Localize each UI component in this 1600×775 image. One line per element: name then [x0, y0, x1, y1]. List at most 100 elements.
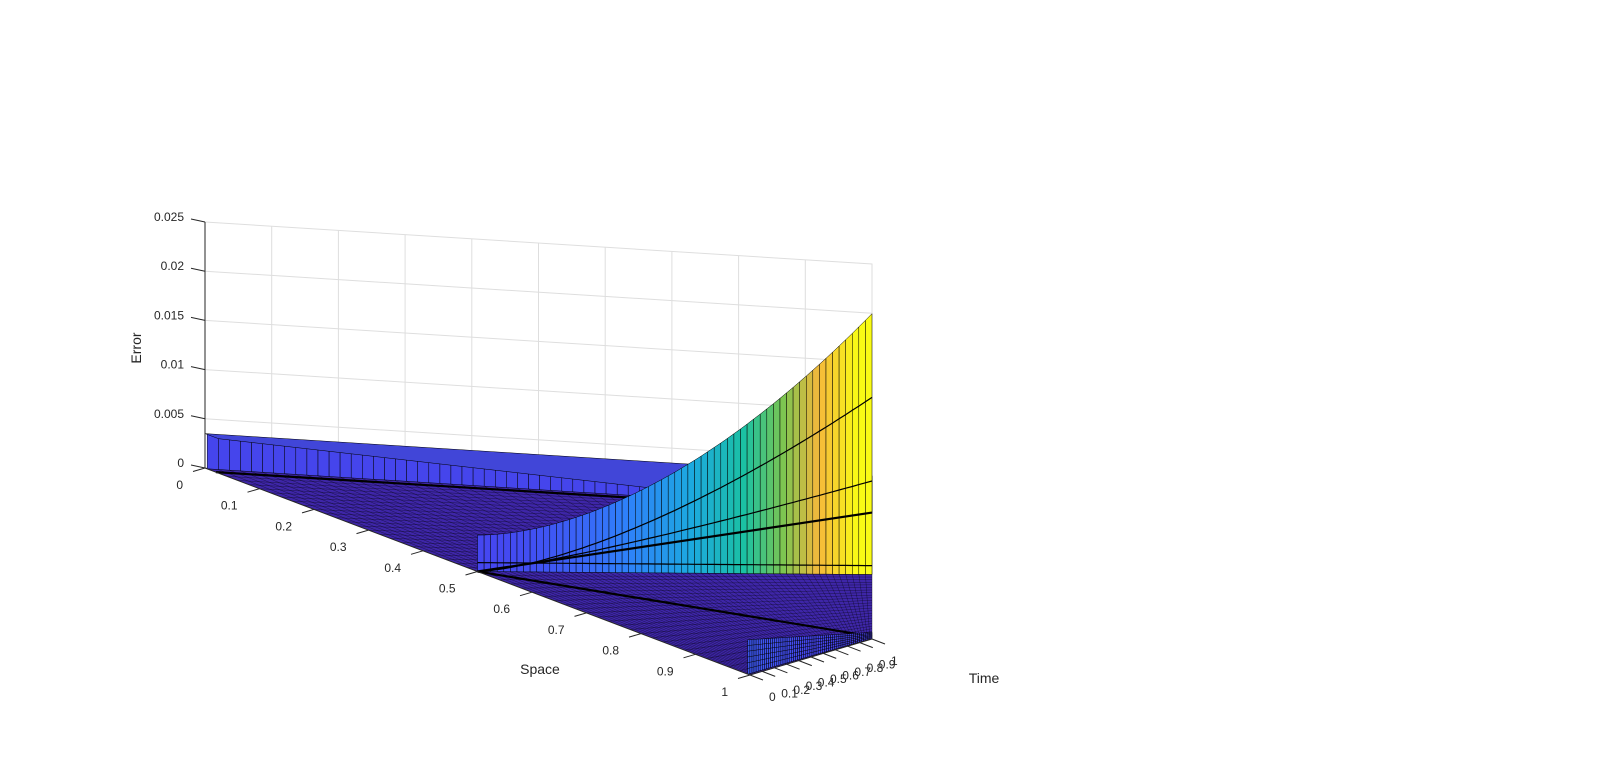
- wedge-quad: [477, 534, 485, 572]
- space-tick: [683, 653, 696, 659]
- time-tick-label: 0.6: [842, 668, 859, 682]
- mesh-line: [553, 592, 873, 601]
- wedge-quad: [661, 475, 669, 574]
- z-axis-label: Error: [128, 332, 144, 363]
- mesh-line: [673, 620, 873, 647]
- wedge-quad: [727, 433, 735, 574]
- wedge-quad: [720, 437, 728, 574]
- space-tick-label: 0.7: [548, 623, 565, 637]
- wedge-quad: [852, 326, 860, 575]
- wedge-quad: [635, 489, 643, 574]
- wedge-quad: [733, 428, 741, 574]
- space-tick: [247, 488, 260, 493]
- mesh-line: [564, 594, 873, 605]
- time-tick-label: 0.5: [830, 672, 847, 686]
- wedge-quad: [779, 392, 787, 575]
- space-tick: [465, 571, 478, 576]
- wall-contour: [747, 633, 873, 646]
- mesh-line: [531, 587, 873, 593]
- time-tick: [762, 670, 776, 677]
- wedge-quad: [713, 442, 722, 574]
- wedge-quad: [773, 397, 781, 575]
- space-tick-label: 0.8: [602, 644, 619, 658]
- wedge-quad: [740, 423, 748, 574]
- space-tick: [574, 612, 587, 617]
- wall-quad: [218, 434, 230, 471]
- time-tick-label: 0.1: [781, 686, 798, 700]
- error-tick-label: 0: [177, 456, 184, 470]
- wedge-quad: [845, 332, 853, 575]
- time-tick: [859, 642, 873, 649]
- wedge-quad: [700, 451, 708, 574]
- wedge-quad: [766, 403, 774, 575]
- space-tick: [737, 674, 751, 679]
- space-tick-label: 0.3: [330, 540, 347, 554]
- time-tick-label: 1: [891, 654, 898, 668]
- wedge-quad: [812, 363, 820, 575]
- y-axis-label: Time: [969, 670, 1000, 686]
- wedge-quad: [621, 495, 629, 573]
- time-tick-label: 0.2: [793, 683, 810, 697]
- wedge-quad: [832, 345, 840, 575]
- error-tick: [190, 415, 206, 420]
- space-tick: [192, 467, 206, 472]
- wedge-quad: [641, 486, 649, 574]
- error-tick-label: 0.005: [154, 407, 184, 421]
- wedge-quad: [496, 533, 505, 572]
- wedge-quad: [529, 527, 537, 573]
- space-tick-label: 0.9: [657, 664, 674, 678]
- mesh-line: [597, 602, 873, 618]
- wall-contour: [747, 634, 873, 652]
- space-tick: [519, 591, 533, 597]
- wedge-quad: [681, 463, 689, 574]
- wedge-quad: [654, 479, 662, 574]
- error-tick-label: 0.015: [154, 308, 184, 322]
- wall-contour: [747, 635, 873, 658]
- wall-quad: [206, 434, 219, 470]
- time-tick-label: 0: [769, 690, 776, 704]
- error-tick-label: 0.02: [161, 259, 185, 273]
- space-tick-label: 0.4: [384, 561, 401, 575]
- error-tick: [190, 218, 206, 223]
- error-tick: [190, 464, 206, 469]
- wedge-quad: [806, 369, 814, 575]
- space-tick-label: 0.1: [221, 499, 238, 513]
- wedge-quad: [707, 446, 715, 574]
- error-tick: [190, 366, 206, 371]
- space-tick-label: 0.6: [493, 602, 510, 616]
- time-tick: [810, 656, 825, 663]
- time-tick-label: 0.3: [806, 679, 823, 693]
- wedge-quad: [759, 408, 768, 574]
- time-tick: [871, 638, 886, 645]
- wedge-quad: [536, 526, 544, 573]
- wedge-quad: [628, 492, 636, 573]
- space-tick-label: 0.5: [439, 582, 456, 596]
- wedge-quad: [838, 339, 846, 575]
- time-tick: [835, 649, 849, 656]
- mesh-line: [662, 618, 873, 643]
- space-tick-label: 1: [721, 685, 728, 699]
- space-tick: [356, 529, 369, 535]
- time-tick: [749, 674, 764, 681]
- wedge-quad: [786, 386, 794, 575]
- error-tick-label: 0.01: [161, 358, 185, 372]
- space-tick: [410, 550, 424, 555]
- wedge-quad: [648, 482, 656, 574]
- time-tick-label: 0.9: [879, 658, 896, 672]
- time-tick: [786, 663, 800, 670]
- space-tick-label: 0: [176, 478, 183, 492]
- wedge-contour: [477, 396, 873, 573]
- mesh-line: [608, 605, 873, 622]
- wedge-quad: [687, 459, 695, 574]
- wedge-quad: [483, 534, 491, 572]
- wedge-contour: [477, 562, 872, 567]
- time-tick: [823, 652, 837, 659]
- wall-contour: [747, 637, 873, 669]
- wedge-quad: [819, 357, 827, 575]
- wedge-quad: [490, 533, 498, 572]
- wedge-quad: [667, 471, 676, 574]
- space-tick: [301, 508, 315, 514]
- time-tick: [774, 667, 788, 674]
- crease-line: [477, 511, 873, 573]
- wedge-quad: [746, 418, 754, 574]
